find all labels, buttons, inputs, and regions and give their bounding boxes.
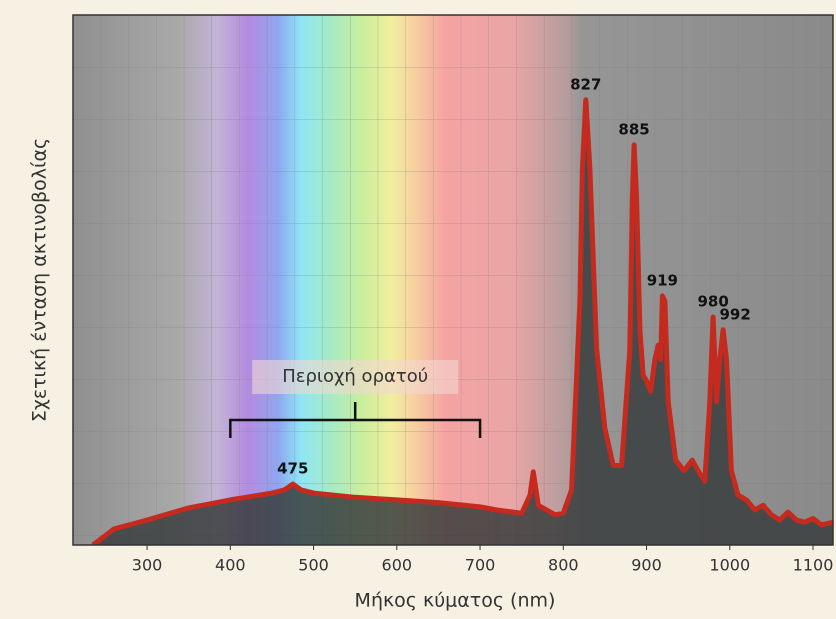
x-tick-label: 800 bbox=[548, 556, 579, 575]
y-axis-title: Σχετική ένταση ακτινοβολίας bbox=[29, 138, 51, 422]
x-tick-label: 300 bbox=[132, 556, 163, 575]
x-tick-label: 900 bbox=[631, 556, 662, 575]
x-tick-label: 600 bbox=[382, 556, 413, 575]
peak-label: 827 bbox=[570, 75, 601, 93]
peak-label: 885 bbox=[618, 120, 649, 138]
x-tick-label: 400 bbox=[215, 556, 246, 575]
bracket-label: Περιοχή ορατού bbox=[282, 366, 428, 387]
peak-label: 919 bbox=[647, 271, 678, 289]
peak-label: 475 bbox=[277, 460, 308, 478]
x-tick-label: 1000 bbox=[709, 556, 750, 575]
x-tick-label: 500 bbox=[298, 556, 329, 575]
x-tick-label: 1100 bbox=[793, 556, 834, 575]
peak-label: 992 bbox=[719, 305, 750, 323]
chart: Μήκος κύματος (nm) Σχετική ένταση ακτινο… bbox=[0, 0, 836, 619]
x-axis-title: Μήκος κύματος (nm) bbox=[355, 590, 556, 612]
x-tick-label: 700 bbox=[465, 556, 496, 575]
